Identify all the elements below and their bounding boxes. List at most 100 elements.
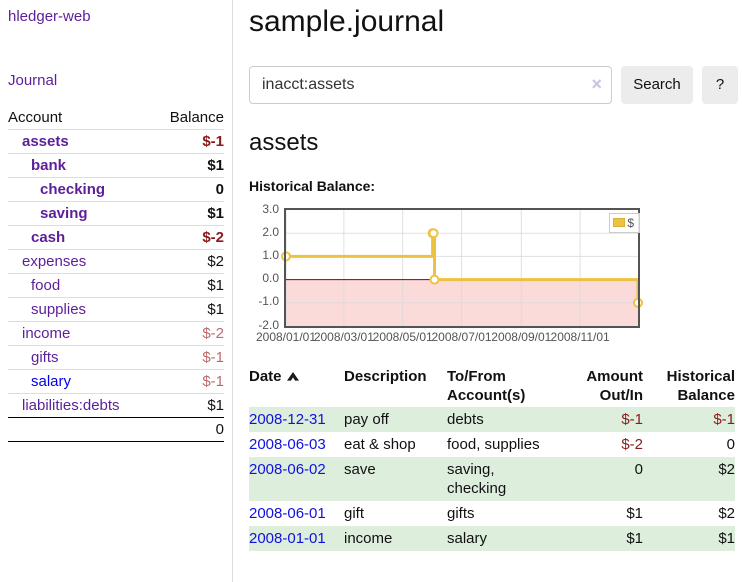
- register-header-description: Description: [344, 367, 427, 385]
- account-link[interactable]: supplies: [31, 301, 87, 318]
- x-axis-tick-label: 2008/03/01: [313, 329, 374, 344]
- transaction-description: save: [344, 460, 376, 478]
- accounts-header-balance: Balance: [169, 109, 224, 126]
- account-balance: $1: [153, 273, 224, 298]
- transaction-description: income: [344, 529, 393, 547]
- x-axis-tick-label: 2008/11/01: [550, 329, 610, 344]
- chart-title: Historical Balance:: [249, 177, 376, 194]
- transaction-description: pay off: [344, 410, 389, 428]
- account-row: cash $-2: [8, 225, 224, 250]
- account-link[interactable]: checking: [40, 181, 106, 198]
- x-axis-tick-label: 2008/01/01: [255, 329, 317, 344]
- account-link[interactable]: food: [31, 277, 61, 294]
- account-balance: $2: [153, 249, 224, 274]
- search-button[interactable]: Search: [621, 65, 693, 104]
- register-rows: 2008-12-31 pay off debts $-1 $-1 2008-06-03 ea…: [249, 406, 735, 551]
- account-balance: $-1: [153, 369, 224, 394]
- account-heading: assets: [249, 128, 319, 156]
- account-row: bank $1: [8, 153, 224, 178]
- y-axis-tick-label: 3.0: [262, 201, 279, 216]
- account-link[interactable]: cash: [31, 229, 66, 246]
- transaction-amount: $1: [626, 529, 643, 547]
- legend-swatch-icon: [613, 218, 626, 227]
- transaction-description: gift: [344, 504, 365, 522]
- account-link[interactable]: assets: [22, 133, 69, 150]
- transaction-date-link[interactable]: 2008-12-31: [249, 410, 326, 428]
- account-link[interactable]: income: [22, 325, 71, 342]
- account-balance: $1: [153, 297, 224, 322]
- help-button[interactable]: ?: [702, 65, 738, 104]
- y-axis-tick-label: 1.0: [262, 247, 279, 262]
- register-row: 2008-06-01 gift gifts $1 $2: [249, 501, 735, 526]
- account-rows: assets $-1 bank $1 checking 0 saving $1 cash $-2 e…: [8, 129, 224, 418]
- transaction-amount: $-2: [621, 435, 643, 453]
- y-axis-tick-label: -1.0: [258, 294, 279, 309]
- historical-balance-chart: 3.0 2.0 1.0 0.0 -1.0 -2.0 2008/01/01 2008/03/01…: [256, 202, 644, 346]
- transaction-amount: 0: [634, 460, 643, 478]
- app-title-link[interactable]: hledger-web: [8, 8, 91, 25]
- transaction-description: eat & shop: [344, 435, 416, 453]
- transaction-amount: $-1: [621, 410, 643, 428]
- account-balance: 0: [153, 177, 224, 202]
- transaction-date-link[interactable]: 2008-01-01: [249, 529, 326, 547]
- register-row: 2008-06-02 save saving, checking 0 $2: [249, 456, 735, 501]
- y-axis-tick-label: -2.0: [258, 317, 279, 332]
- account-row: saving $1: [8, 201, 224, 226]
- transaction-date-link[interactable]: 2008-06-03: [249, 435, 326, 453]
- transaction-accounts: debts: [447, 410, 484, 428]
- account-balance: $-1: [153, 345, 224, 370]
- account-row: salary $-1: [8, 369, 224, 394]
- transaction-balance: $1: [718, 529, 735, 547]
- account-row: checking 0: [8, 177, 224, 202]
- register-row: 2008-12-31 pay off debts $-1 $-1: [249, 406, 735, 432]
- chart-canvas: [281, 207, 643, 328]
- accounts-header-account: Account: [8, 109, 63, 126]
- account-link[interactable]: expenses: [22, 253, 87, 270]
- account-row: assets $-1: [8, 129, 224, 154]
- sidebar-item-journal[interactable]: Journal: [8, 72, 58, 89]
- register-row: 2008-01-01 income salary $1 $1: [249, 525, 735, 551]
- register-row: 2008-06-03 eat & shop food, supplies $-2 0: [249, 432, 735, 457]
- transaction-date-link[interactable]: 2008-06-02: [249, 460, 326, 478]
- y-axis-tick-label: 2.0: [262, 224, 279, 239]
- account-row: gifts $-1: [8, 345, 224, 370]
- sidebar-nav: Journal: [8, 72, 224, 90]
- account-row: income $-2: [8, 321, 224, 346]
- account-link[interactable]: bank: [31, 157, 67, 174]
- account-row: supplies $1: [8, 297, 224, 322]
- account-link[interactable]: salary: [31, 373, 72, 390]
- accounts-table: Account Balance assets $-1 bank $1 checking 0…: [8, 106, 224, 442]
- y-axis-tick-label: 0.0: [262, 271, 279, 286]
- account-balance: $1: [153, 153, 224, 178]
- search-bar: × Search ?: [249, 65, 738, 104]
- legend-label: $: [627, 215, 634, 230]
- transaction-amount: $1: [626, 504, 643, 522]
- transaction-accounts: gifts: [447, 504, 475, 522]
- account-link[interactable]: liabilities:debts: [22, 397, 120, 414]
- accounts-total-balance: 0: [153, 417, 224, 442]
- clear-search-icon[interactable]: ×: [591, 73, 602, 94]
- register-header-amount: Amount Out/In: [586, 367, 643, 404]
- account-link[interactable]: saving: [40, 205, 88, 222]
- main-content: sample.journal × Search ? assets Histori…: [233, 0, 742, 582]
- x-axis-tick-label: 2008/05/01: [372, 329, 433, 344]
- page-title: sample.journal: [249, 5, 445, 38]
- register-header-date[interactable]: Date: [249, 365, 344, 407]
- transaction-balance: $-1: [713, 410, 735, 428]
- transaction-accounts: salary: [447, 529, 488, 547]
- search-input[interactable]: [249, 65, 612, 104]
- accounts-total-row: 0: [8, 417, 224, 442]
- transaction-accounts: saving, checking: [447, 460, 507, 497]
- account-balance: $-2: [153, 321, 224, 346]
- transaction-balance: $2: [718, 504, 735, 522]
- transaction-accounts: food, supplies: [447, 435, 540, 453]
- register-header-row: Date Description To/From Account(s) Amou…: [249, 365, 735, 407]
- account-balance: $1: [153, 393, 224, 418]
- account-balance: $1: [153, 201, 224, 226]
- account-link[interactable]: gifts: [31, 349, 59, 366]
- transaction-date-link[interactable]: 2008-06-01: [249, 504, 326, 522]
- register-header-balance: Historical Balance: [666, 367, 735, 404]
- register-table: Date Description To/From Account(s) Amou…: [249, 365, 735, 551]
- account-row: food $1: [8, 273, 224, 298]
